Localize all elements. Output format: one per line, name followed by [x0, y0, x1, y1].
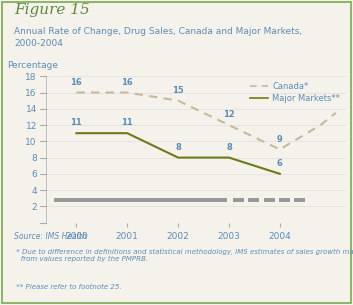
Bar — [233, 198, 244, 202]
Text: 6: 6 — [277, 159, 283, 168]
Text: Figure 15: Figure 15 — [14, 3, 90, 17]
Text: 9: 9 — [277, 135, 283, 144]
Text: 8: 8 — [175, 143, 181, 152]
Text: 8: 8 — [226, 143, 232, 152]
Text: ** Please refer to footnote 25.: ** Please refer to footnote 25. — [14, 284, 122, 290]
Text: 12: 12 — [223, 110, 235, 119]
Bar — [264, 198, 275, 202]
Text: 15: 15 — [172, 86, 184, 95]
Bar — [54, 198, 227, 202]
Text: 11: 11 — [121, 118, 133, 127]
Text: 16: 16 — [121, 78, 133, 87]
Text: Annual Rate of Change, Drug Sales, Canada and Major Markets,
2000-2004: Annual Rate of Change, Drug Sales, Canad… — [14, 27, 302, 48]
Text: Percentage: Percentage — [7, 61, 58, 70]
Legend: Canada*, Major Markets**: Canada*, Major Markets** — [248, 81, 342, 105]
Text: 16: 16 — [71, 78, 82, 87]
Bar — [248, 198, 259, 202]
Bar — [294, 198, 305, 202]
Text: * Due to difference in definitions and statistical methodology, IMS estimates of: * Due to difference in definitions and s… — [14, 249, 353, 262]
Text: 11: 11 — [71, 118, 82, 127]
Text: Source: IMS Health: Source: IMS Health — [14, 232, 87, 241]
Bar — [279, 198, 290, 202]
